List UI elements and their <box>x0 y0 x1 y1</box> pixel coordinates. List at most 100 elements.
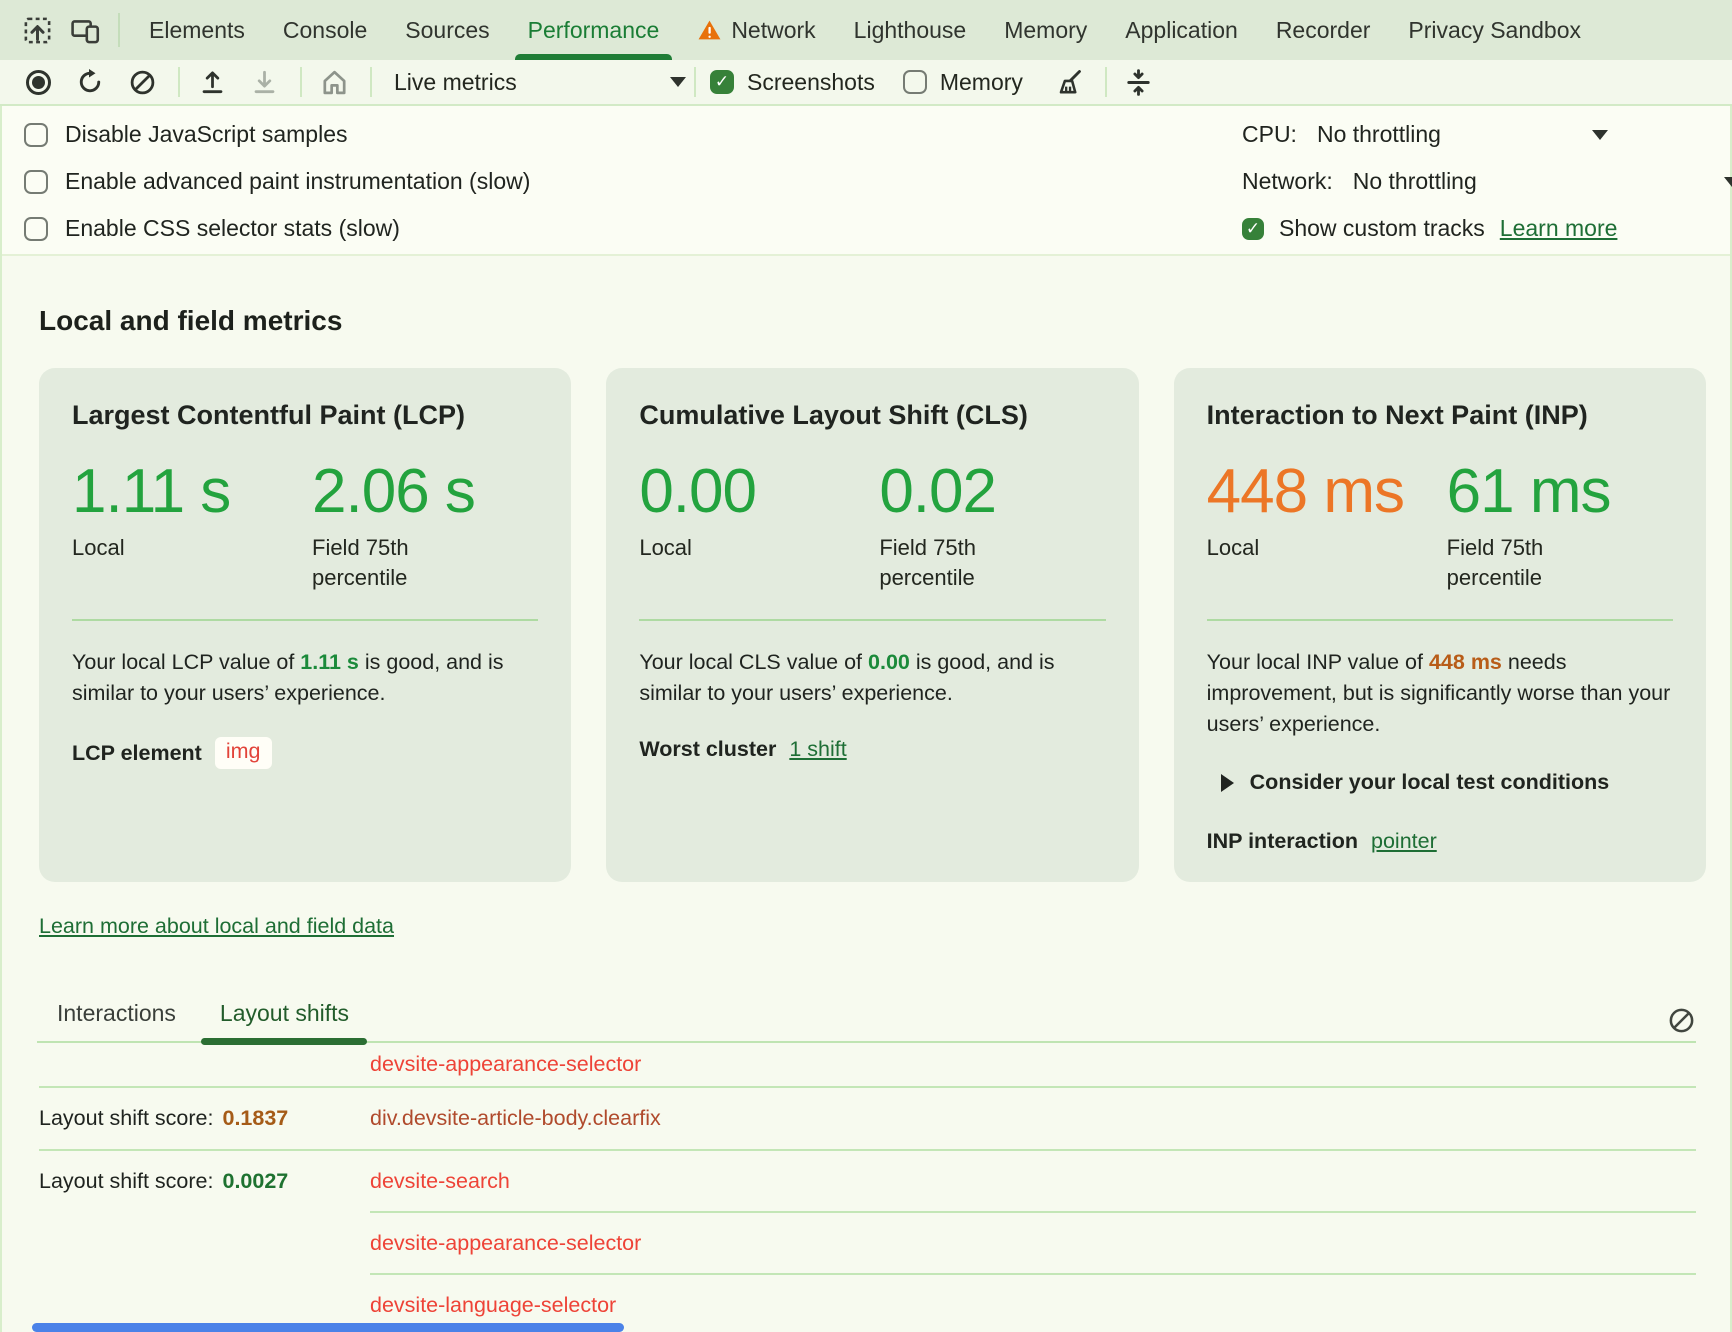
card-title: Cumulative Layout Shift (CLS) <box>639 400 1028 430</box>
divider <box>300 67 302 97</box>
screenshots-label: Screenshots <box>747 68 875 95</box>
cls-card: Cumulative Layout Shift (CLS) 0.00 Local… <box>606 368 1139 882</box>
download-profile-button[interactable] <box>246 64 282 100</box>
warning-icon <box>697 18 722 43</box>
network-label: Network: <box>1242 168 1333 194</box>
network-throttling-select[interactable]: Network: No throttling <box>1242 158 1732 205</box>
broom-icon <box>1060 69 1082 93</box>
tab-memory[interactable]: Memory <box>985 0 1106 60</box>
tab-label: Layout shifts <box>219 1000 350 1026</box>
home-button[interactable] <box>316 64 352 100</box>
score-label: Layout shift score: <box>39 1106 214 1130</box>
tab-label: Elements <box>149 16 245 43</box>
field-value-col: 0.02 Field 75th percentile <box>879 461 1014 593</box>
live-metrics-view: Local and field metrics Largest Contentf… <box>2 304 1730 1332</box>
tab-interactions[interactable]: Interactions <box>57 1000 176 1041</box>
layout-shift-row: Layout shift score: 0.1837 div.devsite-a… <box>2 1088 1730 1149</box>
advanced-paint-instrumentation-checkbox[interactable]: Enable advanced paint instrumentation (s… <box>24 158 530 205</box>
row-divider <box>370 1211 1696 1213</box>
panel-mode-value: Live metrics <box>394 68 517 95</box>
clear-icon <box>1669 1008 1694 1033</box>
chevron-down-icon <box>1724 176 1732 187</box>
disable-js-samples-checkbox[interactable]: Disable JavaScript samples <box>24 111 348 158</box>
capture-settings-pane: Disable JavaScript samples Enable advanc… <box>2 106 1732 256</box>
reload-and-record-button[interactable] <box>72 64 108 100</box>
metric-description: Your local CLS value of 0.00 is good, an… <box>639 647 1105 709</box>
garbage-collect-button[interactable] <box>1051 64 1087 100</box>
show-custom-tracks-checkbox[interactable]: ✓ <box>1242 217 1264 240</box>
horizontal-scrollbar-thumb[interactable] <box>32 1323 624 1332</box>
disclosure-label: Consider your local test conditions <box>1249 770 1610 794</box>
local-label: Local <box>639 535 692 560</box>
inspect-element-icon[interactable] <box>16 9 58 51</box>
field-label: Field 75th percentile <box>879 535 976 590</box>
divider <box>639 619 1106 621</box>
tab-lighthouse[interactable]: Lighthouse <box>835 0 986 60</box>
cpu-throttling-select[interactable]: CPU: No throttling <box>1242 111 1608 158</box>
local-value: 0.00 <box>639 457 757 526</box>
setting-label: Enable CSS selector stats (slow) <box>65 215 400 241</box>
device-toolbar-icon[interactable] <box>64 9 106 51</box>
shift-element-link[interactable]: devsite-language-selector <box>370 1292 617 1317</box>
metric-description: Your local INP value of 448 ms needs imp… <box>1207 647 1673 740</box>
description-text: is good, and is similar to your users’ e… <box>72 650 504 705</box>
screenshots-checkbox[interactable]: ✓ Screenshots <box>710 69 875 96</box>
tab-recorder[interactable]: Recorder <box>1257 0 1390 60</box>
tab-application[interactable]: Application <box>1106 0 1257 60</box>
panel-mode-select[interactable]: Live metrics <box>394 69 686 96</box>
divider <box>370 67 372 97</box>
divider <box>1206 619 1673 621</box>
tab-sources[interactable]: Sources <box>386 0 508 60</box>
lcp-element-link[interactable]: img <box>214 737 272 769</box>
tab-network[interactable]: Network <box>678 0 834 60</box>
clear-button[interactable] <box>124 64 160 100</box>
worst-cluster-row: Worst cluster 1 shift <box>639 737 1105 762</box>
show-custom-tracks-row: ✓ Show custom tracks Learn more <box>1242 205 1732 252</box>
metric-values: 0.00 Local 0.02 Field 75th percentile <box>639 461 1105 593</box>
footer-label: LCP element <box>72 740 202 765</box>
description-text: Your local LCP value of <box>72 650 301 674</box>
record-button[interactable] <box>20 64 56 100</box>
throttling-settings: CPU: No throttling Network: No throttlin… <box>1242 111 1732 252</box>
footer-label: Worst cluster <box>639 737 777 761</box>
css-selector-stats-checkbox[interactable]: Enable CSS selector stats (slow) <box>24 205 400 252</box>
page-title: Local and field metrics <box>39 305 343 336</box>
performance-toolbar: Live metrics ✓ Screenshots Memory <box>0 60 1732 106</box>
devtools-tabbar: Elements Console Sources Performance Net… <box>0 0 1732 60</box>
description-text: Your local CLS value of <box>639 650 869 674</box>
card-title: Largest Contentful Paint (LCP) <box>72 400 465 430</box>
field-value-col: 61 ms Field 75th percentile <box>1446 461 1612 593</box>
tab-elements[interactable]: Elements <box>130 0 264 60</box>
learn-more-link[interactable]: Learn more <box>1499 215 1618 241</box>
collapse-button[interactable] <box>1121 64 1157 100</box>
shift-score-cell: Layout shift score: 0.1837 <box>39 1106 370 1131</box>
upload-icon <box>202 70 222 93</box>
memory-checkbox[interactable]: Memory <box>902 69 1023 96</box>
clear-log-button[interactable] <box>1667 1006 1696 1035</box>
performance-panel-body: Disable JavaScript samples Enable advanc… <box>0 106 1732 1332</box>
tab-console[interactable]: Console <box>264 0 386 60</box>
row-divider <box>370 1273 1696 1275</box>
local-value-col: 0.00 Local <box>639 461 879 593</box>
learn-more-local-field-link[interactable]: Learn more about local and field data <box>39 914 394 938</box>
upload-profile-button[interactable] <box>194 64 230 100</box>
shift-element-link[interactable]: devsite-appearance-selector <box>370 1230 642 1255</box>
tab-privacy-sandbox[interactable]: Privacy Sandbox <box>1389 0 1600 60</box>
field-label: Field 75th percentile <box>312 535 409 590</box>
footer-label: INP interaction <box>1206 829 1358 853</box>
shift-element-link[interactable]: devsite-search <box>370 1168 510 1193</box>
lcp-card: Largest Contentful Paint (LCP) 1.11 s Lo… <box>39 368 572 882</box>
tab-layout-shifts[interactable]: Layout shifts <box>200 1000 368 1045</box>
inp-interaction-link[interactable]: pointer <box>1371 829 1437 853</box>
checkbox-icon <box>24 122 48 147</box>
field-label: Field 75th percentile <box>1446 535 1544 590</box>
tab-performance[interactable]: Performance <box>509 0 679 60</box>
score-label: Layout shift score: <box>39 1168 214 1193</box>
local-test-conditions-disclosure[interactable]: Consider your local test conditions <box>1207 770 1673 795</box>
divider <box>178 67 180 97</box>
worst-cluster-link[interactable]: 1 shift <box>789 737 847 761</box>
local-value: 448 ms <box>1206 457 1405 526</box>
shift-element-link[interactable]: devsite-appearance-selector <box>370 1052 642 1076</box>
shift-element-link[interactable]: div.devsite-article-body.clearfix <box>370 1106 661 1130</box>
